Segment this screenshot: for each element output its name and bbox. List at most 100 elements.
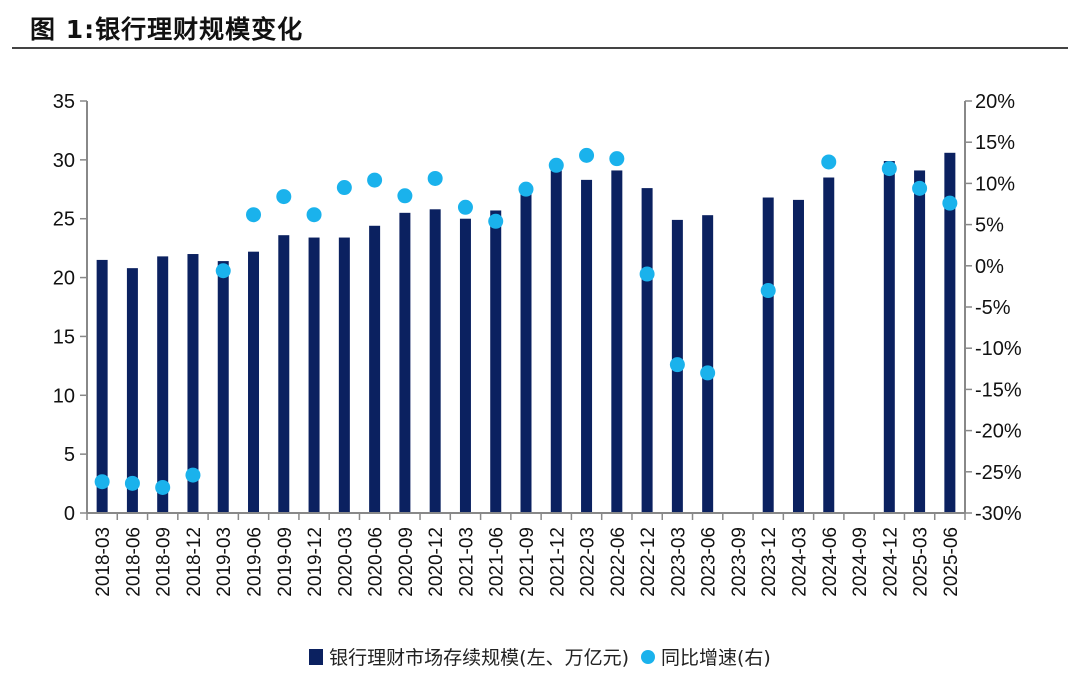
- x-axis-tick-label: 2023-12: [759, 527, 780, 597]
- growth-dot: [760, 283, 776, 299]
- x-axis-tick-label: 2022-12: [638, 527, 659, 597]
- growth-dot: [336, 180, 352, 196]
- bar: [399, 212, 411, 514]
- x-axis-tick-label: 2019-06: [245, 527, 266, 597]
- growth-dot: [548, 157, 564, 173]
- axes: 0 5 10 15 20 25 30 35 -30% -25% -20% -15% -10% -5% 0% 5…: [53, 91, 1022, 597]
- x-axis-tick-label: 2023-09: [729, 527, 750, 597]
- growth-dot: [881, 161, 897, 177]
- x-axis-tick-label: 2025-03: [911, 527, 932, 597]
- x-axis-tick-label: 2020-12: [426, 527, 447, 597]
- x-axis-tick-label: 2018-03: [93, 527, 114, 597]
- bar: [792, 199, 804, 513]
- bar: [429, 209, 441, 513]
- legend-item-growth: 同比增速(右): [641, 643, 771, 670]
- bar: [581, 179, 593, 513]
- x-axis-tick-label: 2021-06: [487, 527, 508, 597]
- x-axis-tick-label: 2020-03: [335, 527, 356, 597]
- dot-series: [94, 147, 958, 495]
- growth-dot: [821, 154, 837, 170]
- growth-dot: [427, 170, 443, 186]
- bar-series: [96, 152, 956, 514]
- x-axis-tick-label: 2023-06: [699, 527, 720, 597]
- x-axis-tick-label: 2020-09: [396, 527, 417, 597]
- x-axis-tick-label: 2019-09: [275, 527, 296, 597]
- bar: [187, 254, 199, 513]
- left-axis-tick-label: 35: [53, 91, 75, 113]
- growth-dot: [367, 172, 383, 188]
- right-axis-tick-label: -30%: [975, 503, 1022, 525]
- bar: [641, 188, 653, 513]
- bar: [248, 251, 260, 513]
- left-axis-tick-label: 15: [53, 326, 75, 348]
- x-axis-tick-label: 2022-06: [608, 527, 629, 597]
- legend-item-scale: 银行理财市场存续规模(左、万亿元): [309, 643, 629, 670]
- bar: [126, 268, 138, 513]
- right-axis-tick-label: 20%: [975, 91, 1015, 113]
- x-axis-tick-label: 2023-03: [668, 527, 689, 597]
- left-axis-tick-label: 0: [64, 503, 75, 525]
- bar: [217, 261, 229, 513]
- growth-dot: [609, 151, 625, 167]
- x-axis-tick-label: 2021-03: [456, 527, 477, 597]
- x-axis-tick-label: 2024-12: [880, 527, 901, 597]
- bar: [823, 177, 835, 513]
- x-axis-tick-label: 2018-06: [123, 527, 144, 597]
- x-axis-tick-label: 2019-03: [214, 527, 235, 597]
- x-axis-tick-label: 2022-03: [578, 527, 599, 597]
- growth-dot: [155, 479, 171, 495]
- x-axis-tick-label: 2021-12: [547, 527, 568, 597]
- growth-dot: [700, 365, 716, 381]
- bar: [550, 170, 562, 514]
- x-axis-tick-label: 2024-03: [789, 527, 810, 597]
- legend-dot-label: 同比增速(右): [661, 647, 771, 669]
- right-axis-tick-label: -10%: [975, 338, 1022, 360]
- growth-dot: [276, 189, 292, 205]
- right-axis-tick-label: -20%: [975, 421, 1022, 443]
- growth-dot: [488, 213, 504, 229]
- growth-dot: [397, 188, 413, 204]
- growth-dot: [124, 475, 140, 491]
- growth-dot: [306, 207, 322, 223]
- growth-dot: [246, 207, 262, 223]
- bar: [278, 235, 290, 514]
- x-axis-tick-label: 2018-12: [184, 527, 205, 597]
- x-axis-tick-label: 2025-06: [941, 527, 962, 597]
- bar: [157, 256, 169, 513]
- legend-bar-swatch-icon: [309, 648, 324, 665]
- bar: [702, 215, 714, 513]
- growth-dot: [518, 181, 534, 197]
- right-axis-tick-label: -15%: [975, 379, 1022, 401]
- growth-dot: [942, 195, 958, 211]
- x-axis-tick-label: 2021-09: [517, 527, 538, 597]
- left-axis-tick-label: 10: [53, 385, 75, 407]
- bar: [338, 237, 350, 513]
- growth-dot: [457, 199, 473, 215]
- left-axis-tick-label: 30: [53, 150, 75, 172]
- bar: [459, 218, 471, 513]
- growth-dot: [185, 467, 201, 483]
- legend-dot-swatch-icon: [641, 649, 655, 664]
- title-divider: [12, 47, 1068, 49]
- bar: [914, 170, 926, 514]
- bar: [308, 237, 320, 513]
- bar: [944, 152, 956, 513]
- bar: [490, 210, 502, 513]
- legend: 银行理财市场存续规模(左、万亿元) 同比增速(右): [0, 643, 1080, 670]
- bar: [611, 170, 623, 514]
- x-axis-tick-label: 2018-09: [154, 527, 175, 597]
- right-axis-tick-label: 15%: [975, 132, 1015, 154]
- growth-dot: [579, 147, 595, 163]
- bar: [883, 161, 895, 513]
- bar: [369, 225, 381, 513]
- growth-dot: [94, 474, 110, 490]
- bar: [762, 197, 774, 514]
- right-axis-tick-label: -25%: [975, 462, 1022, 484]
- x-axis-tick-label: 2024-06: [820, 527, 841, 597]
- figure-title: 图 1:银行理财规模变化: [30, 15, 304, 44]
- right-axis-tick-label: 10%: [975, 173, 1015, 195]
- right-axis-tick-label: 0%: [975, 256, 1004, 278]
- bar: [96, 259, 108, 513]
- left-axis-tick-label: 5: [64, 444, 75, 466]
